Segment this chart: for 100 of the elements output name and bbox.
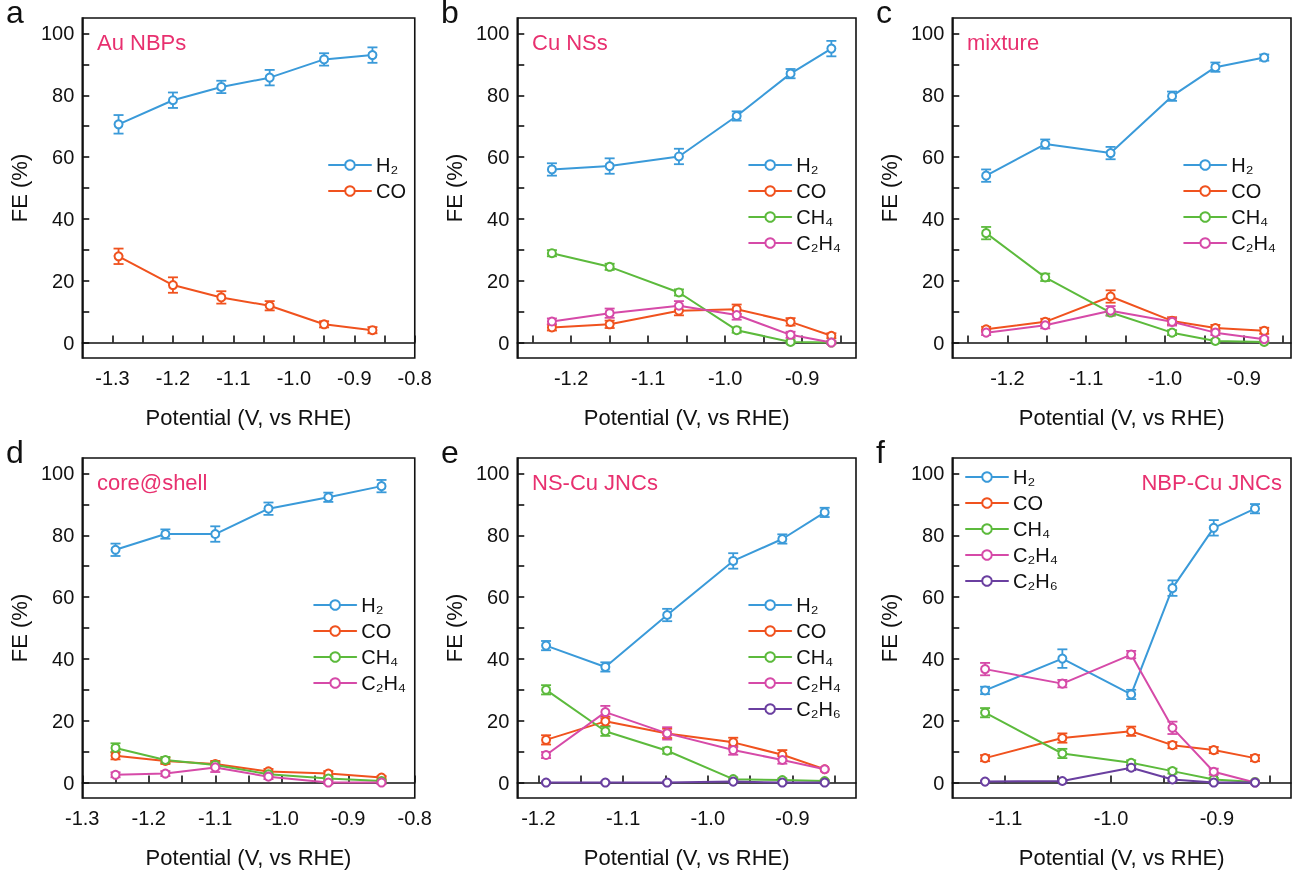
x-tick-label: -0.9	[784, 367, 820, 389]
x-axis-title: Potential (V, vs RHE)	[1018, 404, 1225, 430]
y-tick-label: 60	[487, 146, 510, 169]
y-axis-title: FE (%)	[6, 153, 32, 223]
y-tick-label: 60	[922, 586, 945, 609]
y-tick-label: 100	[475, 462, 510, 485]
legend-label: H₂	[1013, 466, 1036, 488]
x-tick-label: -0.8	[397, 367, 432, 389]
y-tick-label: 100	[475, 22, 510, 45]
y-tick-label: 60	[52, 586, 75, 609]
y-tick-label: 0	[933, 771, 945, 794]
y-tick-label: 0	[63, 331, 75, 354]
y-axis-title: FE (%)	[441, 153, 467, 223]
legend-label: CO	[1231, 180, 1262, 202]
y-tick-label: 20	[922, 709, 945, 732]
x-tick-label: -1.0	[1147, 367, 1183, 389]
x-tick-label: -1.0	[264, 807, 299, 829]
legend-label: CH₄	[361, 646, 399, 668]
legend-label: H₂	[796, 594, 819, 616]
y-tick-label: 40	[922, 207, 945, 230]
text: core@shell	[97, 469, 208, 495]
x-tick-label: -1.1	[198, 807, 233, 829]
legend-label: C₂H₆	[1013, 570, 1058, 592]
x-tick-label: -0.9	[337, 367, 372, 389]
y-tick-label: 20	[487, 269, 510, 292]
legend-label: CO	[796, 620, 827, 642]
y-tick-label: 20	[52, 269, 75, 292]
x-tick-label: -0.9	[1199, 807, 1235, 829]
x-tick-label: -1.1	[1068, 367, 1104, 389]
y-tick-label: 80	[52, 524, 75, 547]
text: Cu NSs	[532, 29, 608, 55]
x-tick-label: -1.2	[131, 807, 166, 829]
y-tick-label: 80	[922, 84, 945, 107]
legend-label: CO	[1013, 492, 1043, 514]
legend-label: C₂H₄	[1231, 232, 1277, 254]
y-tick-label: 40	[922, 647, 945, 670]
y-tick-label: 100	[40, 22, 75, 45]
legend-label: CH₄	[796, 206, 834, 228]
y-axis-title: FE (%)	[876, 593, 902, 663]
legend-label: H₂	[376, 154, 399, 176]
x-tick-label: -1.2	[553, 367, 589, 389]
y-tick-label: 80	[487, 524, 510, 547]
legend-label: H₂	[361, 594, 384, 616]
legend-label: CH₄	[1231, 206, 1269, 228]
y-tick-label: 0	[498, 331, 510, 354]
x-tick-label: -1.2	[155, 367, 191, 389]
text: a	[6, 0, 24, 30]
text: NS-Cu JNCs	[532, 469, 658, 495]
text: f	[876, 434, 885, 470]
x-tick-label: -1.2	[990, 367, 1025, 389]
x-tick-label: -1.0	[1093, 807, 1129, 829]
x-axis-title: Potential (V, vs RHE)	[1018, 844, 1225, 870]
y-tick-label: 20	[52, 709, 75, 732]
y-tick-label: 0	[933, 331, 945, 354]
text: mixture	[967, 29, 1040, 55]
y-tick-label: 0	[63, 771, 75, 794]
y-tick-label: 20	[922, 269, 945, 292]
x-tick-label: -1.0	[690, 807, 726, 829]
x-axis-title: Potential (V, vs RHE)	[145, 404, 352, 430]
text: Au NBPs	[97, 29, 187, 55]
x-tick-label: -1.2	[521, 807, 556, 829]
y-tick-label: 40	[52, 207, 75, 230]
x-tick-label: -0.9	[775, 807, 810, 829]
y-axis-title: FE (%)	[6, 593, 32, 663]
x-axis-title: Potential (V, vs RHE)	[145, 844, 352, 870]
legend-label: H₂	[1231, 154, 1254, 176]
legend-label: CO	[361, 620, 392, 642]
y-tick-label: 100	[40, 462, 75, 485]
y-tick-label: 80	[487, 84, 510, 107]
y-tick-label: 60	[487, 586, 510, 609]
legend-label: CO	[796, 180, 827, 202]
x-tick-label: -1.0	[707, 367, 743, 389]
x-tick-label: -1.3	[65, 807, 100, 829]
y-tick-label: 60	[52, 146, 75, 169]
legend-label: C₂H₄	[1013, 544, 1058, 566]
x-tick-label: -0.9	[331, 807, 366, 829]
y-tick-label: 80	[922, 524, 945, 547]
x-tick-label: -0.9	[1226, 367, 1261, 389]
y-tick-label: 40	[52, 647, 75, 670]
y-tick-label: 100	[910, 462, 945, 485]
x-tick-label: -1.0	[276, 367, 312, 389]
y-tick-label: 40	[487, 207, 510, 230]
legend-label: H₂	[796, 154, 819, 176]
y-tick-label: 40	[487, 647, 510, 670]
y-tick-label: 20	[487, 709, 510, 732]
legend-label: CH₄	[1013, 518, 1051, 540]
text: c	[876, 0, 892, 30]
legend-label: CO	[376, 180, 406, 202]
x-tick-label: -1.3	[95, 367, 130, 389]
text: e	[441, 434, 459, 470]
legend-label: C₂H₆	[796, 698, 841, 720]
x-tick-label: -1.1	[987, 807, 1023, 829]
y-tick-label: 80	[52, 84, 75, 107]
x-tick-label: -0.8	[397, 807, 432, 829]
x-tick-label: -1.1	[216, 367, 251, 389]
y-tick-label: 100	[910, 22, 945, 45]
legend-label: C₂H₄	[796, 232, 842, 254]
x-tick-label: -1.1	[605, 807, 641, 829]
text: d	[6, 434, 24, 470]
legend-label: CH₄	[796, 646, 834, 668]
